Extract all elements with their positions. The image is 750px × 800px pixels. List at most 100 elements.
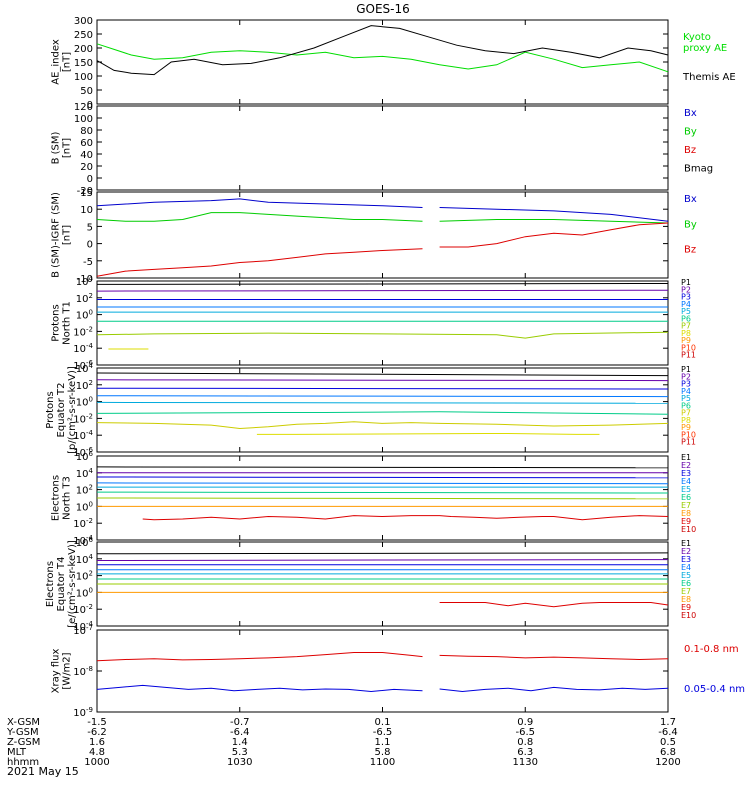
y-axis-label: [p/(cm²-s-sr-keV)] <box>67 366 78 454</box>
legend-label-P3: P3 <box>681 293 691 302</box>
y-axis-label: North T1 <box>62 301 73 345</box>
y-tick-label: 100 <box>74 114 93 125</box>
panel-0: 0 50 100 150 200 250 300 AE_index [nT] Kyotoproxy… <box>51 16 736 111</box>
legend-label-Themis-AE: Themis AE <box>682 72 736 83</box>
legend-label-E2: E2 <box>681 547 691 556</box>
y-tick-label: 60 <box>80 138 93 149</box>
y-axis-label: [nT] <box>62 52 73 72</box>
legend-label-E1: E1 <box>681 453 691 462</box>
ephem-value: 0.5 <box>660 737 676 748</box>
legend-label-P10: P10 <box>681 343 696 352</box>
y-axis-label: Electrons <box>51 475 62 521</box>
legend-label-E9: E9 <box>681 517 691 526</box>
y-tick-label: 0 <box>87 240 93 251</box>
y-tick-label: -5 <box>83 257 93 268</box>
series-line-P7 <box>96 331 669 339</box>
y-tick-label: 10-4 <box>73 342 93 355</box>
series-line-0-1-0-8-nm <box>439 654 669 661</box>
series-line-Bz <box>96 248 423 277</box>
series-line-0-05-0-4-nm <box>96 684 423 693</box>
series-line-E9 <box>439 602 669 608</box>
legend-label-E3: E3 <box>681 469 691 478</box>
legend-label-P2: P2 <box>681 372 691 381</box>
series-line-P3 <box>96 387 669 390</box>
y-tick-label: 40 <box>80 150 93 161</box>
legend-label-E6: E6 <box>681 493 691 502</box>
legend-label-E8: E8 <box>681 509 691 518</box>
y-tick-label: 10-8 <box>73 665 93 678</box>
y-tick-label: 20 <box>80 162 93 173</box>
figure-title: GOES-16 <box>356 2 410 16</box>
ephem-value: 1.4 <box>232 737 248 748</box>
ephem-value: 0.9 <box>517 717 533 728</box>
y-tick-label: -20 <box>77 186 93 197</box>
y-tick-label: 104 <box>76 467 94 480</box>
series-line-E2 <box>96 559 669 561</box>
ephem-value: -0.7 <box>230 717 250 728</box>
ephem-value: 5.8 <box>375 747 391 758</box>
ephem-value: 1200 <box>655 757 680 768</box>
legend-label-E7: E7 <box>681 587 691 596</box>
legend-label-P5: P5 <box>681 394 691 403</box>
y-axis-label: North T3 <box>62 476 73 520</box>
legend-label-P1: P1 <box>681 278 691 287</box>
ephem-value: -6.5 <box>515 727 535 738</box>
ephem-value: 1130 <box>513 757 538 768</box>
y-axis-label: B (SM)-IGRF (SM) <box>51 192 62 278</box>
panel-frame <box>96 105 669 191</box>
ephem-value: 5.3 <box>232 747 248 758</box>
legend-label-E8: E8 <box>681 595 691 604</box>
series-line-P1 <box>96 372 669 377</box>
date-label: 2021 May 15 <box>7 765 79 778</box>
series-line-E7 <box>96 497 669 500</box>
y-tick-label: 100 <box>76 500 93 513</box>
y-tick-label: 0 <box>87 174 93 185</box>
series-line-P5 <box>96 401 669 404</box>
y-tick-label: 100 <box>74 72 93 83</box>
series-line-Bx <box>439 207 669 222</box>
series-line-P6 <box>96 411 669 415</box>
ephem-value: 6.8 <box>660 747 676 758</box>
legend-label-E10: E10 <box>681 525 696 534</box>
y-tick-label: 15 <box>80 188 93 199</box>
legend-label-E9: E9 <box>681 603 691 612</box>
y-axis-label: Protons <box>51 304 62 341</box>
legend-label-P8: P8 <box>681 329 691 338</box>
ephem-value: -6.4 <box>230 727 250 738</box>
legend-label-E6: E6 <box>681 579 691 588</box>
ephem-row-label: hhmm <box>7 757 39 768</box>
ephem-value: 1030 <box>227 757 252 768</box>
panel-frame <box>96 280 669 366</box>
legend-label-P4: P4 <box>681 387 691 396</box>
series-line-E9 <box>142 515 669 521</box>
y-axis-label: Protons <box>45 391 56 428</box>
y-tick-label: 102 <box>76 379 93 392</box>
legend-label-P11: P11 <box>681 438 696 447</box>
legend-label-E1: E1 <box>681 539 691 548</box>
y-tick-label: 102 <box>76 484 93 497</box>
y-tick-label: -10 <box>77 274 93 285</box>
legend-label-E4: E4 <box>681 477 691 486</box>
panel-frame <box>96 19 669 105</box>
legend-label-P3: P3 <box>681 380 691 389</box>
legend-label-0-1-0-8-nm: 0.1-0.8 nm <box>684 644 739 655</box>
y-axis-label: Equator T2 <box>56 383 67 438</box>
legend-label-E5: E5 <box>681 485 691 494</box>
legend-label-P5: P5 <box>681 307 691 316</box>
ephem-value: -1.5 <box>87 717 107 728</box>
ephem-value: 0.1 <box>375 717 391 728</box>
y-tick-label: 5 <box>87 222 93 233</box>
series-line-P2 <box>96 289 669 292</box>
legend-label-E7: E7 <box>681 501 691 510</box>
y-tick-label: 50 <box>80 86 93 97</box>
legend-label-By: By <box>684 127 697 138</box>
legend-label-P8: P8 <box>681 416 691 425</box>
panel-2: -10 -5 0 5 10 15 B (SM)-IGRF (SM) [nT] Bx By Bz <box>51 188 697 285</box>
legend-label-E2: E2 <box>681 461 691 470</box>
